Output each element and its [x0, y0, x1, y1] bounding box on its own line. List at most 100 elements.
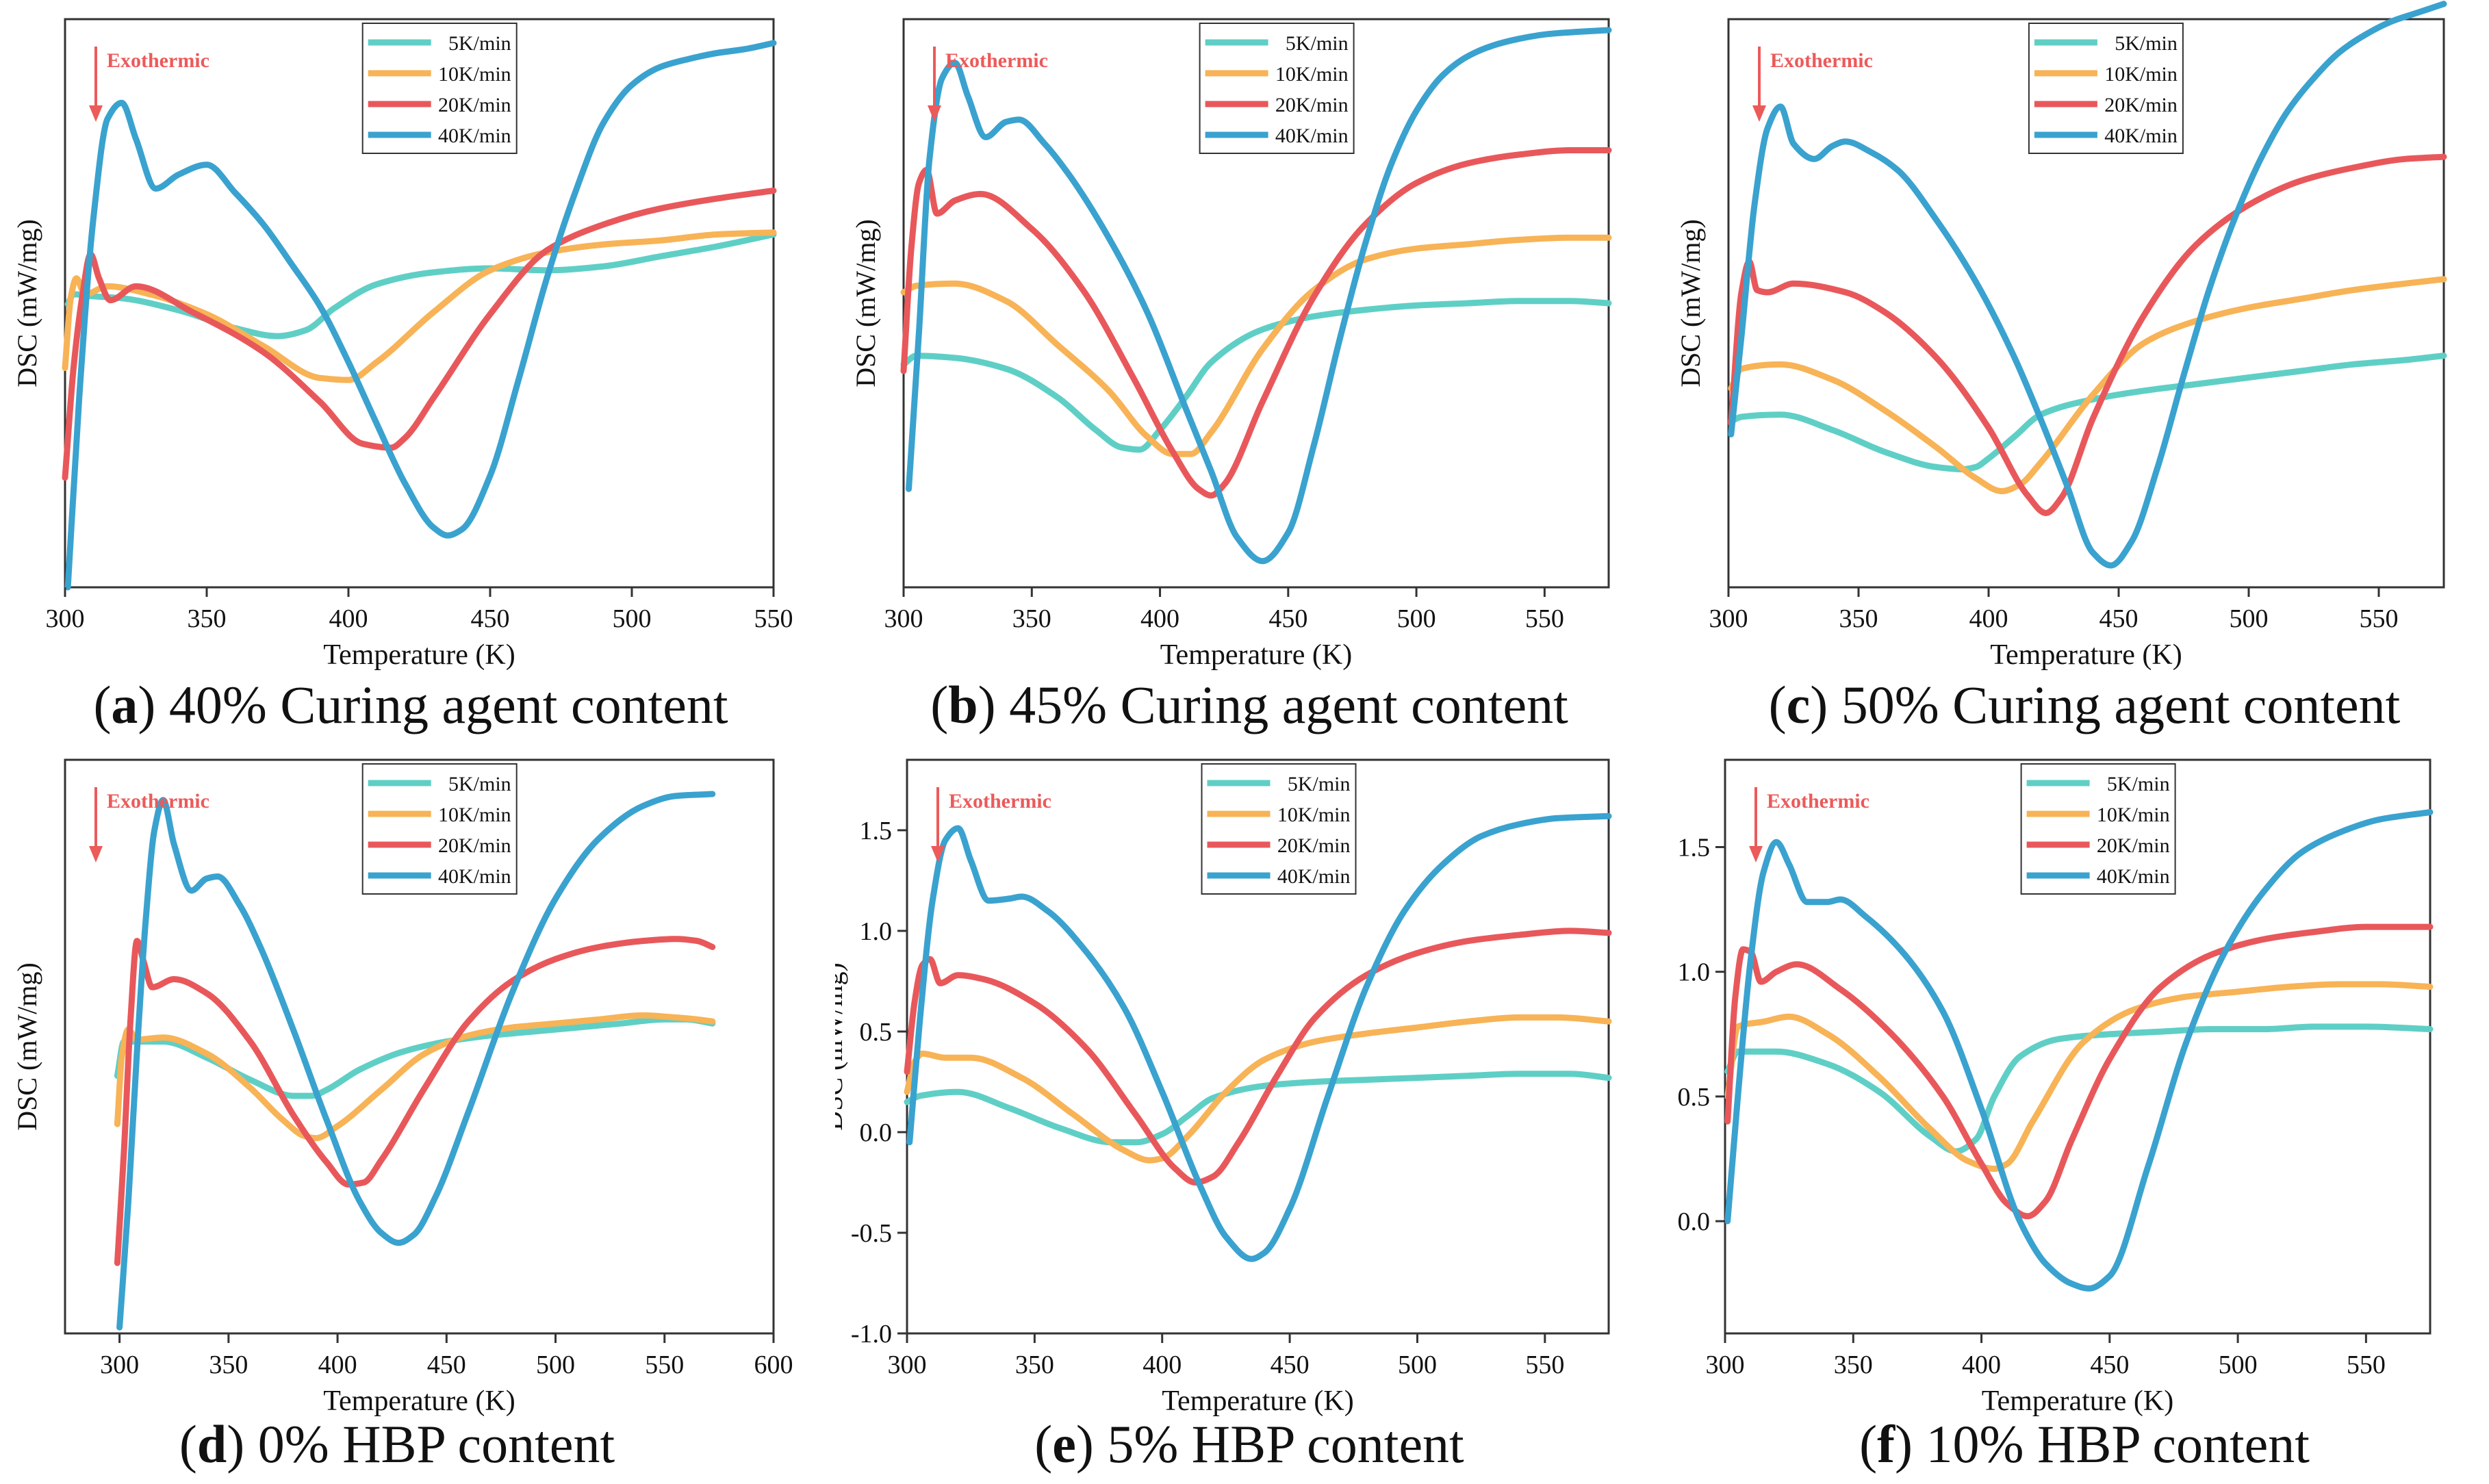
x-axis-title: Temperature (K)	[1990, 639, 2182, 671]
series-line-5k-per-min	[1728, 353, 2447, 473]
exothermic-arrow-icon	[928, 47, 941, 122]
chart-d: 300 350 400 450 500 550 600 Temperature (K) DSC …	[12, 758, 793, 1417]
series-line-20k-per-min	[114, 936, 716, 1266]
panel-caption-c: (c) 50% Curing agent content	[1674, 674, 2489, 736]
caption-text: ) 40% Curing agent content	[138, 675, 728, 734]
series-line-5k-per-min	[114, 1016, 716, 1099]
exothermic-arrow-icon	[1752, 47, 1766, 122]
legend-label: 20K/min	[1277, 834, 1351, 857]
legend-label: 5K/min	[2107, 773, 2170, 795]
caption-letter: f	[1877, 1414, 1896, 1474]
series-line-20k-per-min	[904, 928, 1612, 1186]
exothermic-arrow-icon	[89, 47, 103, 122]
chart-f: 300 350 400 450 500 550 0.0 0.5 1.0 1.5 Temperatur…	[1635, 758, 2434, 1417]
series-line-40k-per-min	[906, 813, 1612, 1262]
x-tick-label: 450	[2090, 1351, 2129, 1379]
exothermic-label: Exothermic	[945, 49, 1048, 72]
exothermic-label: Exothermic	[949, 790, 1051, 813]
caption-letter: e	[1052, 1414, 1076, 1474]
x-tick-label: 350	[209, 1351, 248, 1379]
exothermic-arrow-icon	[89, 787, 103, 862]
legend-label: 5K/min	[2115, 32, 2178, 55]
legend-label: 20K/min	[438, 94, 511, 116]
y-tick-label: 1.5	[860, 817, 893, 845]
legend-label: 5K/min	[448, 32, 511, 55]
legend-label: 40K/min	[2097, 865, 2170, 888]
x-tick-label: 300	[46, 604, 85, 633]
caption-text: ) 10% HBP content	[1895, 1414, 2310, 1474]
y-axis-title: DSC (mW/mg)	[835, 962, 848, 1131]
x-tick-label: 350	[188, 604, 227, 633]
legend-label: 40K/min	[438, 125, 511, 147]
chart-panel-e: 300 350 400 450 500 550 -1.0 -0.5 0.0 0.5 1.0 1.5 Te…	[817, 746, 1643, 1424]
y-tick-label: 1.0	[1678, 958, 1711, 987]
y-tick-label: -0.5	[851, 1219, 892, 1248]
x-axis-title: Temperature (K)	[1160, 639, 1352, 671]
x-tick-label: 400	[1140, 604, 1179, 633]
legend-label: 40K/min	[438, 865, 511, 888]
y-tick-label: 1.5	[1678, 834, 1711, 862]
y-tick-label: 1.0	[860, 917, 893, 946]
chart-panel-c: 300 350 400 450 500 550 Temperature (K) DSC (mW…	[1670, 0, 2489, 678]
x-axis-title: Temperature (K)	[323, 1385, 515, 1417]
y-tick-label: -1.0	[851, 1320, 892, 1348]
y-tick-label: 0.0	[860, 1118, 893, 1147]
caption-letter: b	[948, 675, 978, 734]
y-axis-title: DSC (mW/mg)	[1675, 219, 1706, 387]
legend-label: 40K/min	[2104, 125, 2178, 147]
series-line-5k-per-min	[900, 298, 1612, 453]
legend-label: 5K/min	[1286, 32, 1349, 55]
x-tick-label: 500	[1397, 604, 1436, 633]
y-axis-title: DSC (mW/mg)	[12, 962, 42, 1131]
chart-a: 300 350 400 450 500 550 Temperature (K) DSC (mW…	[12, 18, 793, 671]
series-line-40k-per-min	[1724, 809, 2434, 1292]
y-tick-label: 0.5	[860, 1018, 893, 1047]
x-tick-label: 300	[100, 1351, 139, 1379]
legend-label: 10K/min	[2097, 804, 2170, 826]
exothermic-label: Exothermic	[1770, 49, 1873, 72]
x-tick-label: 600	[754, 1351, 793, 1379]
series-line-20k-per-min	[1724, 923, 2434, 1220]
panel-caption-d: (d) 0% HBP content	[0, 1413, 808, 1475]
panel-caption-b: (b) 45% Curing agent content	[839, 674, 1660, 736]
panel-caption-e: (e) 5% HBP content	[839, 1413, 1660, 1475]
x-axis-title: Temperature (K)	[1162, 1385, 1353, 1417]
plot-frame	[1727, 18, 2445, 589]
x-tick-label: 550	[754, 604, 793, 633]
caption-open-paren: (	[179, 1414, 197, 1474]
y-axis-title: DSC (mW/mg)	[850, 219, 881, 387]
caption-text: ) 50% Curing agent content	[1810, 675, 2401, 734]
series-line-40k-per-min	[906, 27, 1612, 565]
x-tick-label: 450	[2099, 604, 2139, 633]
exothermic-arrow-icon	[931, 787, 945, 862]
x-tick-label: 350	[1012, 604, 1051, 633]
caption-open-paren: (	[930, 675, 949, 734]
series-line-10k-per-min	[1724, 981, 2434, 1172]
caption-text: ) 45% Curing agent content	[978, 675, 1568, 734]
chart-panel-b: 300 350 400 450 500 550 Temperature (K) DSC (mW…	[835, 0, 1643, 678]
legend-label: 20K/min	[438, 834, 511, 857]
series-line-20k-per-min	[62, 188, 777, 481]
x-tick-label: 500	[2230, 604, 2269, 633]
legend-label: 10K/min	[1275, 63, 1349, 86]
x-tick-label: 550	[1525, 1351, 1564, 1379]
legend-label: 10K/min	[2104, 63, 2178, 86]
exothermic-label: Exothermic	[1767, 790, 1869, 813]
x-tick-label: 400	[1969, 604, 2008, 633]
x-tick-label: 300	[1709, 604, 1748, 633]
caption-open-paren: (	[1768, 675, 1787, 734]
x-tick-label: 450	[1271, 1351, 1310, 1379]
chart-c: 300 350 400 450 500 550 Temperature (K) DSC (mW…	[1675, 1, 2447, 671]
series-line-10k-per-min	[1728, 276, 2447, 494]
x-tick-label: 450	[1268, 604, 1307, 633]
x-tick-label: 400	[329, 604, 368, 633]
exothermic-arrow-icon	[1749, 787, 1763, 862]
legend-label: 10K/min	[1277, 804, 1351, 826]
x-tick-label: 500	[613, 604, 652, 633]
series-line-20k-per-min	[900, 147, 1612, 499]
caption-open-paren: (	[1034, 1414, 1053, 1474]
x-tick-label: 450	[427, 1351, 466, 1379]
y-tick-label: 0.0	[1678, 1207, 1711, 1236]
caption-open-paren: (	[93, 675, 112, 734]
